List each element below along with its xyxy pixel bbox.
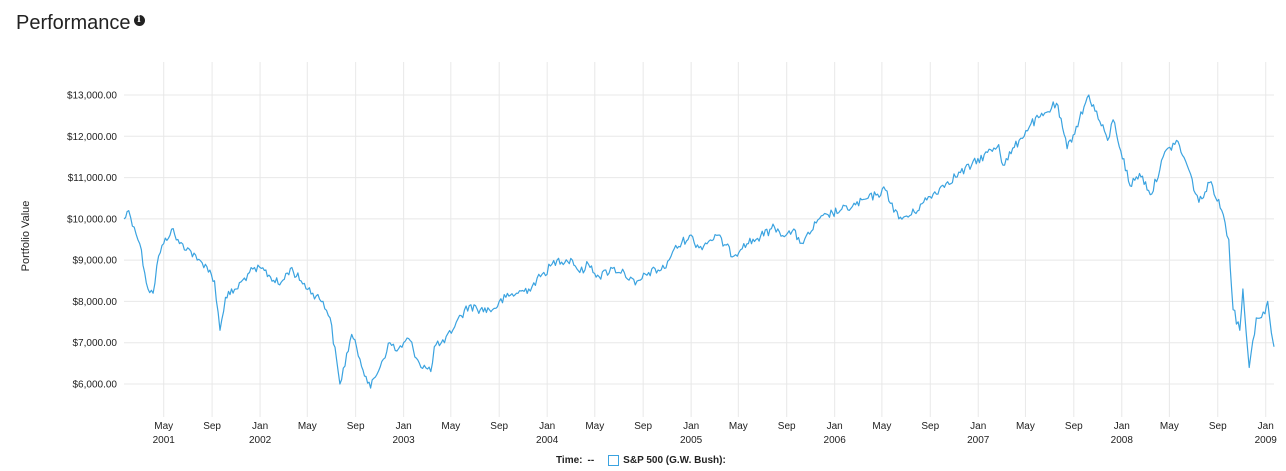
x-tick-label: Jan <box>970 421 986 432</box>
x-tick-label: Jan <box>1114 421 1130 432</box>
x-tick-year-label: 2006 <box>824 435 847 446</box>
page-title: Performance <box>16 12 131 34</box>
x-tick-year-label: 2004 <box>536 435 559 446</box>
x-tick-label: Sep <box>1065 421 1083 432</box>
time-label: Time: <box>556 455 583 466</box>
x-tick-label: Jan <box>252 421 268 432</box>
legend-swatch[interactable] <box>608 455 620 466</box>
x-tick-label: May <box>872 421 891 432</box>
x-tick-label: Jan <box>1258 421 1274 432</box>
y-tick-label: $6,000.00 <box>73 379 118 390</box>
x-tick-label: May <box>585 421 604 432</box>
x-tick-label: Jan <box>539 421 555 432</box>
chart-footer: Time: -- S&P 500 (G.W. Bush): <box>556 455 726 466</box>
x-tick-label: May <box>1160 421 1179 432</box>
x-tick-label: Jan <box>683 421 699 432</box>
x-tick-year-label: 2008 <box>1111 435 1134 446</box>
x-tick-label: Sep <box>203 421 221 432</box>
x-tick-year-label: 2002 <box>249 435 272 446</box>
chart-series-group <box>123 94 1275 389</box>
x-tick-label: Sep <box>634 421 652 432</box>
x-tick-label: Sep <box>778 421 796 432</box>
x-tick-year-label: 2001 <box>153 435 176 446</box>
x-tick-label: Sep <box>347 421 365 432</box>
x-tick-label: May <box>154 421 173 432</box>
time-value: -- <box>587 455 595 466</box>
x-tick-year-label: 2005 <box>680 435 703 446</box>
x-tick-label: Sep <box>490 421 508 432</box>
x-tick-label: Sep <box>1209 421 1227 432</box>
y-tick-label: $8,000.00 <box>73 297 118 308</box>
y-tick-label: $12,000.00 <box>67 132 117 143</box>
y-tick-label: $9,000.00 <box>73 256 118 267</box>
x-tick-label: May <box>441 421 460 432</box>
x-tick-label: May <box>298 421 317 432</box>
y-tick-label: $10,000.00 <box>67 214 117 225</box>
x-tick-label: Jan <box>827 421 843 432</box>
legend-label[interactable]: S&P 500 (G.W. Bush): <box>623 455 726 466</box>
x-axis: May 2001 Sep Jan 2002 May Sep Jan 2003 May Sep Jan 2… <box>153 421 1278 446</box>
y-axis-label: Portfolio Value <box>20 201 32 272</box>
y-tick-label: $11,000.00 <box>68 173 118 184</box>
chart-grid <box>124 62 1274 417</box>
x-tick-label: May <box>1016 421 1035 432</box>
series-line <box>123 94 1275 389</box>
x-tick-label: Sep <box>921 421 939 432</box>
y-axis: $6,000.00 $7,000.00 $8,000.00 $9,000.00 $10,… <box>67 91 117 391</box>
y-tick-label: $7,000.00 <box>73 338 118 349</box>
y-tick-label: $13,000.00 <box>67 91 117 102</box>
page-header: Performance i <box>16 12 145 35</box>
x-tick-label: Jan <box>396 421 412 432</box>
x-tick-year-label: 2009 <box>1255 435 1278 446</box>
x-tick-year-label: 2003 <box>393 435 416 446</box>
x-tick-label: May <box>729 421 748 432</box>
info-icon[interactable]: i <box>133 15 145 26</box>
x-tick-year-label: 2007 <box>967 435 990 446</box>
